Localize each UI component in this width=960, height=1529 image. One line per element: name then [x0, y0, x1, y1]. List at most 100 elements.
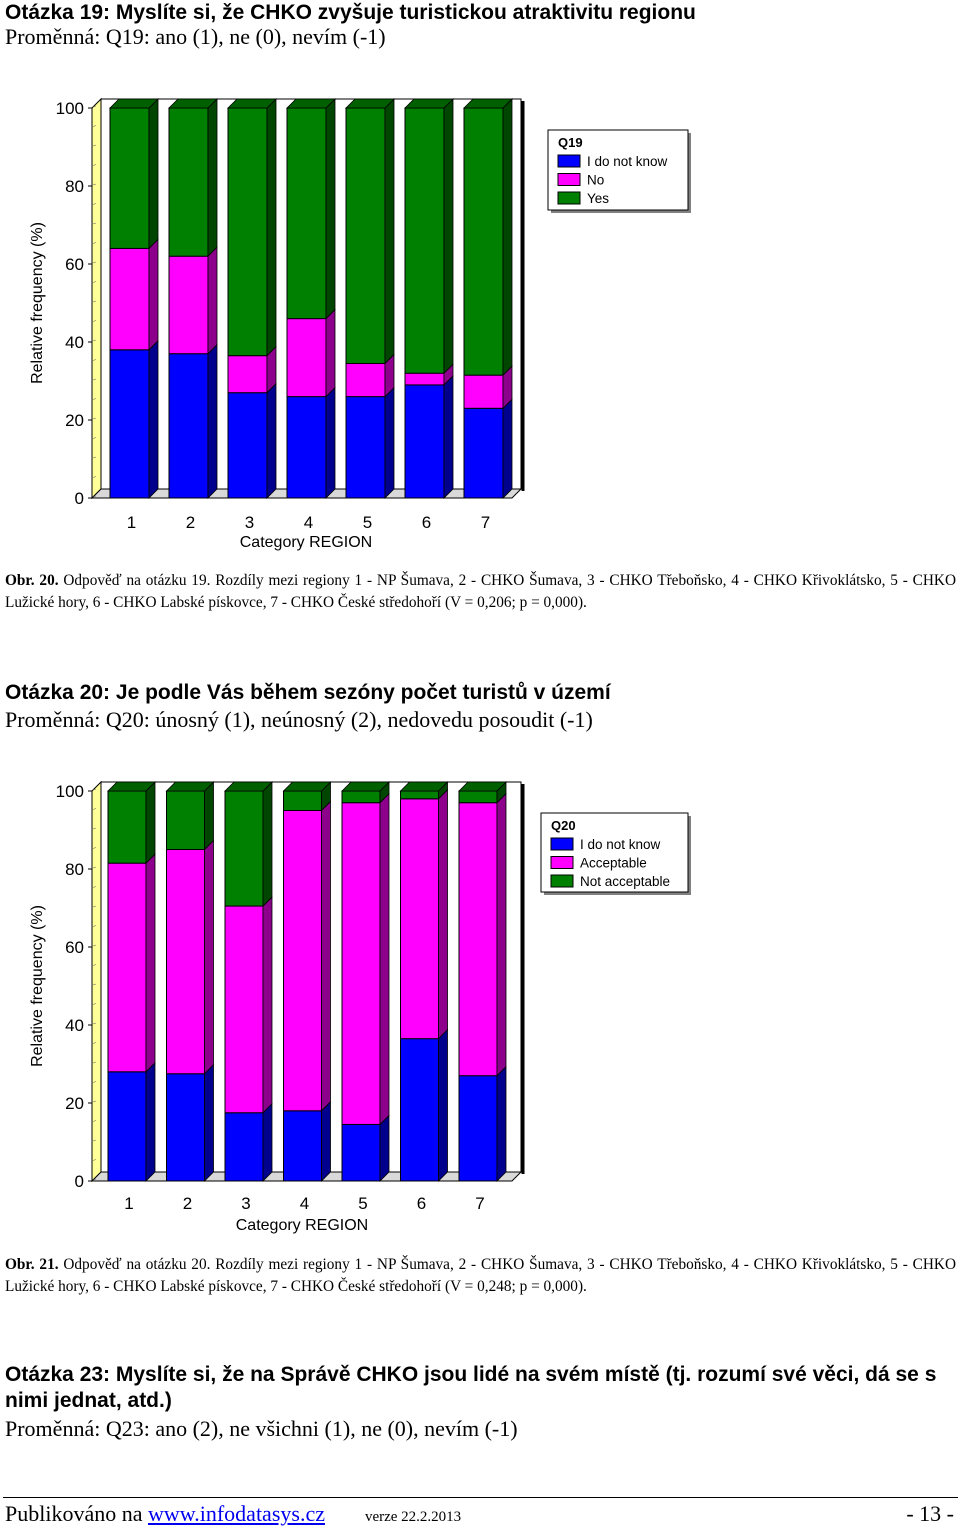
y-tick-label: 40 [65, 333, 84, 352]
y-minor-tick [92, 456, 97, 459]
x-tick-label: 2 [183, 1194, 192, 1213]
bar-segment-4-1 [286, 396, 327, 499]
bar-side-5-3 [384, 98, 395, 365]
bar-segment-7-3 [463, 107, 504, 376]
bar-side-7-1 [502, 398, 513, 499]
y-minor-tick [92, 125, 97, 127]
bar-segment-1-2 [109, 247, 150, 351]
bar-segment-6-3 [400, 790, 439, 800]
bar-top-3 [224, 781, 273, 792]
bar-side-5-1 [384, 386, 395, 499]
y-minor-tick [92, 105, 97, 108]
y-minor-tick [92, 1042, 97, 1044]
legend-label: Acceptable [580, 856, 647, 871]
y-tick-label: 100 [56, 99, 84, 118]
bar-segment-7-1 [458, 1075, 498, 1182]
legend-swatch [557, 191, 581, 205]
bar-segment-5-2 [341, 802, 381, 1125]
bar-segment-6-1 [404, 384, 445, 499]
y-tick-label: 60 [65, 938, 84, 957]
bar-side-3-3 [262, 781, 273, 908]
legend-swatch [557, 173, 581, 186]
x-tick-label: 5 [358, 1194, 367, 1213]
bar-side-2-2 [204, 839, 214, 1075]
y-tick-label: 60 [65, 255, 84, 274]
bar-top-2 [165, 781, 215, 792]
y-minor-tick [92, 866, 97, 869]
x-axis-label: Category REGION [236, 1217, 368, 1234]
y-minor-tick [92, 281, 97, 283]
y-minor-tick [92, 847, 97, 849]
bar-side-4-1 [321, 1100, 331, 1182]
x-tick-label: 1 [127, 513, 136, 532]
bar-segment-5-2 [345, 362, 386, 398]
bar-segment-2-1 [168, 353, 209, 499]
y-minor-tick [92, 378, 97, 381]
x-tick-label: 3 [241, 1194, 250, 1213]
legend-swatch [557, 154, 581, 168]
y-minor-tick [92, 437, 97, 439]
bar-segment-3-3 [224, 790, 264, 907]
legend-label: Not acceptable [580, 874, 670, 889]
y-minor-tick [92, 983, 97, 986]
bar-side-2-1 [207, 343, 218, 499]
bar-segment-6-2 [400, 798, 439, 1040]
y-minor-tick [92, 1178, 97, 1181]
bar-segment-2-3 [166, 790, 205, 850]
bar-side-7-1 [496, 1065, 507, 1182]
bar-top-6 [399, 781, 449, 792]
bar-top-1 [109, 98, 159, 109]
y-tick-label: 80 [65, 177, 84, 196]
bar-top-4 [282, 781, 332, 792]
bar-segment-7-1 [463, 407, 504, 499]
y-minor-tick [92, 144, 97, 147]
bar-side-3-2 [262, 896, 273, 1114]
legend: Q19 I do not know No Yes [547, 129, 691, 213]
y-minor-tick [92, 339, 97, 342]
x-tick-label: 4 [300, 1194, 309, 1213]
bar-segment-4-2 [286, 318, 327, 398]
bar-segment-2-2 [166, 849, 205, 1075]
bar-side-1-2 [145, 853, 156, 1073]
y-minor-tick [92, 925, 97, 927]
bar-top-4 [286, 98, 336, 109]
legend-label: I do not know [580, 837, 661, 852]
footer-website-link[interactable]: www.infodatasys.cz [148, 1501, 325, 1526]
y-minor-tick [92, 261, 97, 264]
y-axis-label: Relative frequency (%) [29, 222, 46, 384]
y-tick-label: 20 [65, 1094, 84, 1113]
bar-side-1-2 [148, 238, 159, 351]
figure-20-label: Obr. 20. [5, 572, 59, 589]
y-minor-tick [92, 183, 97, 186]
x-tick-label: 7 [481, 513, 490, 532]
y-minor-tick [92, 1159, 97, 1161]
bar-side-2-1 [204, 1063, 214, 1182]
figure-21-text: Odpověď na otázku 20. Rozdíly mezi regio… [5, 1256, 956, 1295]
bar-top-7 [458, 781, 507, 792]
legend-title: Q20 [551, 818, 576, 833]
figure-21-label: Obr. 21. [5, 1256, 59, 1273]
y-tick-label: 0 [75, 1172, 84, 1191]
x-tick-label: 1 [124, 1194, 133, 1213]
y-minor-tick [92, 827, 97, 830]
y-minor-tick [92, 300, 97, 303]
figure-20-caption: Obr. 20. Odpověď na otázku 19. Rozdíly m… [5, 570, 956, 613]
y-minor-tick [92, 359, 97, 361]
footer: Publikováno na www.infodatasys.cz verze 2… [5, 1501, 461, 1527]
legend-swatch [550, 837, 574, 851]
bar-side-2-3 [207, 98, 218, 258]
bar-side-6-1 [443, 374, 454, 499]
x-tick-label: 3 [245, 513, 254, 532]
bar-side-7-2 [496, 792, 507, 1077]
bar-top-5 [345, 98, 395, 109]
bar-segment-7-2 [458, 802, 498, 1077]
bar-side-6-3 [443, 98, 454, 375]
y-tick-label: 80 [65, 860, 84, 879]
x-tick-label: 6 [417, 1194, 426, 1213]
bar-segment-4-3 [286, 107, 327, 320]
legend-label: Yes [587, 191, 609, 206]
y-axis-label: Relative frequency (%) [29, 905, 46, 1067]
bar-segment-4-1 [283, 1110, 322, 1182]
x-tick-label: 7 [475, 1194, 484, 1213]
bar-segment-2-1 [166, 1073, 205, 1182]
